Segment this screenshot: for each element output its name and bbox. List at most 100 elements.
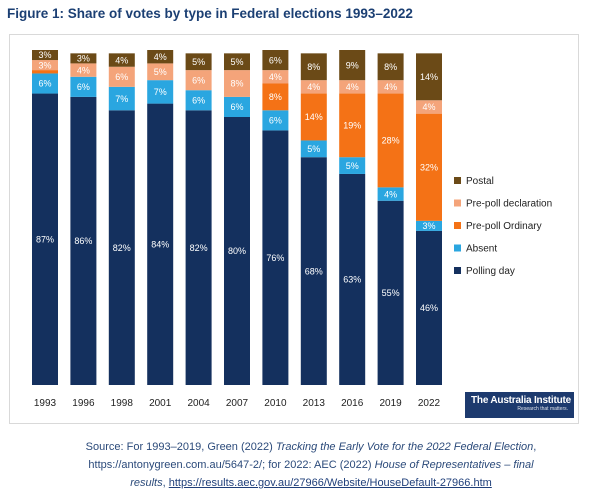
data-label-polling-day-2019: 55% bbox=[382, 288, 400, 298]
legend-label-polling-day: Polling day bbox=[466, 266, 515, 277]
data-label-pre-poll-declaration-2016: 4% bbox=[346, 82, 359, 92]
bar-segment-postal-2019 bbox=[377, 53, 404, 81]
data-label-absent-2001: 7% bbox=[154, 87, 167, 97]
bar-segment-absent-2019 bbox=[377, 187, 404, 201]
bar-stack-2004: 82% 6% 6% 5% bbox=[185, 53, 212, 386]
data-label-pre-poll-ordinary-2013: 14% bbox=[305, 112, 323, 122]
data-label-pre-poll-ordinary-2010: 8% bbox=[269, 92, 282, 102]
chart-legend: Postal Pre-poll declaration Pre-poll Ordin… bbox=[454, 176, 552, 277]
chart-area: 87% 6% 3% 3% 1993 86% 6% 4% 3% 1996 82% 7% 6% 4% 1998 8… bbox=[9, 34, 579, 424]
source-link[interactable]: https://results.aec.gov.au/27966/Website… bbox=[168, 477, 492, 489]
data-label-pre-poll-declaration-2010: 4% bbox=[269, 72, 282, 82]
bar-segment-pre-poll-declaration-2007 bbox=[224, 70, 250, 97]
data-label-postal-2007: 5% bbox=[230, 57, 243, 67]
bar-segment-polling-day-2007 bbox=[224, 117, 250, 385]
bar-segment-absent-2004 bbox=[185, 90, 212, 111]
legend-swatch-polling-day bbox=[454, 267, 461, 274]
data-label-postal-2013: 8% bbox=[307, 62, 320, 72]
bar-segment-absent-2010 bbox=[262, 110, 289, 131]
bar-segment-postal-2013 bbox=[300, 53, 327, 81]
bar-segment-postal-1996 bbox=[70, 53, 97, 64]
bar-segment-absent-2013 bbox=[300, 140, 327, 158]
bar-segment-pre-poll-ordinary-2010 bbox=[262, 83, 289, 111]
bar-stack-2001: 84% 7% 5% 4% bbox=[147, 50, 174, 385]
bar-segment-postal-2010 bbox=[262, 50, 289, 71]
bar-segment-pre-poll-ordinary-2013 bbox=[300, 93, 327, 141]
data-label-absent-2004: 6% bbox=[192, 95, 205, 105]
bar-segment-pre-poll-declaration-2013 bbox=[300, 80, 327, 94]
data-label-postal-2010: 6% bbox=[269, 55, 282, 65]
data-label-polling-day-2004: 82% bbox=[190, 243, 208, 253]
data-label-absent-2022: 3% bbox=[422, 221, 435, 231]
bar-stack-2013: 68% 5% 14% 4% 8% bbox=[300, 53, 327, 385]
australia-institute-logo: The Australia Institute Research that ma… bbox=[465, 392, 574, 418]
source-text: Source: For 1993–2019, Green (2022) bbox=[85, 441, 276, 453]
data-label-polling-day-2007: 80% bbox=[228, 246, 246, 256]
data-label-absent-1993: 6% bbox=[38, 79, 51, 89]
data-label-pre-poll-ordinary-2016: 19% bbox=[343, 121, 361, 131]
bar-segment-polling-day-1998 bbox=[108, 110, 135, 386]
bar-segment-polling-day-1996 bbox=[70, 96, 97, 386]
data-label-pre-poll-declaration-1998: 6% bbox=[115, 72, 128, 82]
bar-segment-postal-1998 bbox=[108, 53, 135, 67]
data-label-absent-2007: 6% bbox=[230, 102, 243, 112]
bar-segment-pre-poll-ordinary-2019 bbox=[377, 93, 404, 188]
bar-segment-postal-1993 bbox=[32, 50, 58, 61]
data-label-pre-poll-declaration-1993: 3% bbox=[38, 60, 51, 70]
data-label-postal-2016: 9% bbox=[346, 60, 359, 70]
x-tick-label-1996: 1996 bbox=[72, 398, 95, 409]
legend-label-postal: Postal bbox=[466, 176, 494, 187]
legend-swatch-postal bbox=[454, 177, 461, 184]
source-title-2: House of Representatives – final bbox=[374, 459, 534, 471]
data-label-polling-day-2016: 63% bbox=[343, 275, 361, 285]
x-tick-label-2001: 2001 bbox=[149, 398, 172, 409]
data-label-polling-day-2013: 68% bbox=[305, 266, 323, 276]
data-label-postal-2022: 14% bbox=[420, 72, 438, 82]
x-tick-label-2007: 2007 bbox=[226, 398, 249, 409]
chart-title: Figure 1: Share of votes by type in Fede… bbox=[7, 6, 413, 21]
bar-segment-polling-day-2019 bbox=[377, 200, 404, 385]
source-title-3: results bbox=[130, 477, 163, 489]
bar-segment-postal-2016 bbox=[339, 50, 366, 81]
data-label-postal-1993: 3% bbox=[38, 50, 51, 60]
data-label-absent-2019: 4% bbox=[384, 189, 397, 199]
bar-segment-absent-2016 bbox=[339, 157, 366, 174]
bar-stack-2022: 46% 3% 32% 4% 14% bbox=[416, 53, 442, 385]
data-label-postal-2004: 5% bbox=[192, 57, 205, 67]
bar-stack-2010: 76% 6% 8% 4% 6% bbox=[262, 50, 289, 385]
bar-stack-1996: 86% 6% 4%3% bbox=[70, 53, 97, 386]
x-tick-label-1993: 1993 bbox=[34, 398, 57, 409]
bar-segment-polling-day-2016 bbox=[339, 173, 366, 385]
data-label-pre-poll-ordinary-2022: 32% bbox=[420, 162, 438, 172]
bar-segment-pre-poll-declaration-2010 bbox=[262, 70, 289, 84]
bar-segment-polling-day-2013 bbox=[300, 157, 327, 385]
bar-segment-polling-day-2001 bbox=[147, 103, 174, 385]
bar-segment-pre-poll-ordinary-2016 bbox=[339, 93, 366, 158]
data-label-polling-day-2022: 46% bbox=[420, 303, 438, 313]
bar-segment-pre-poll-declaration-2016 bbox=[339, 80, 366, 94]
bar-segment-postal-2007 bbox=[224, 53, 250, 71]
x-tick-label-2013: 2013 bbox=[303, 398, 326, 409]
data-label-pre-poll-declaration-2019: 4% bbox=[384, 82, 397, 92]
data-label-postal-2019: 8% bbox=[384, 62, 397, 72]
bar-stack-2007: 80% 6% 8% 5% bbox=[224, 53, 250, 385]
legend-swatch-absent bbox=[454, 244, 461, 252]
x-tick-label-2004: 2004 bbox=[187, 398, 210, 409]
logo-tagline: Research that matters. bbox=[517, 406, 568, 412]
bar-stack-2016: 63% 5% 19% 4% 9% bbox=[339, 50, 366, 385]
bar-segment-pre-poll-ordinary-2022 bbox=[416, 113, 442, 221]
data-label-absent-2013: 5% bbox=[307, 144, 320, 154]
bar-segment-postal-2022 bbox=[416, 53, 442, 101]
data-label-absent-1996: 6% bbox=[77, 82, 90, 92]
bar-segment-pre-poll-declaration-2022 bbox=[416, 100, 442, 114]
x-tick-label-2010: 2010 bbox=[264, 398, 287, 409]
source-note: Source: For 1993–2019, Green (2022) Trac… bbox=[46, 438, 576, 492]
legend-label-pre-poll-declaration: Pre-poll declaration bbox=[466, 199, 552, 210]
data-label-pre-poll-declaration-1996: 4% bbox=[77, 65, 90, 75]
source-text: , bbox=[533, 441, 537, 453]
bar-segment-polling-day-1993 bbox=[32, 93, 58, 386]
data-label-absent-2010: 6% bbox=[269, 116, 282, 126]
bar-segment-absent-2001 bbox=[147, 80, 174, 104]
bar-segment-absent-2007 bbox=[224, 96, 250, 117]
legend-swatch-pre-poll-ordinary bbox=[454, 222, 461, 229]
